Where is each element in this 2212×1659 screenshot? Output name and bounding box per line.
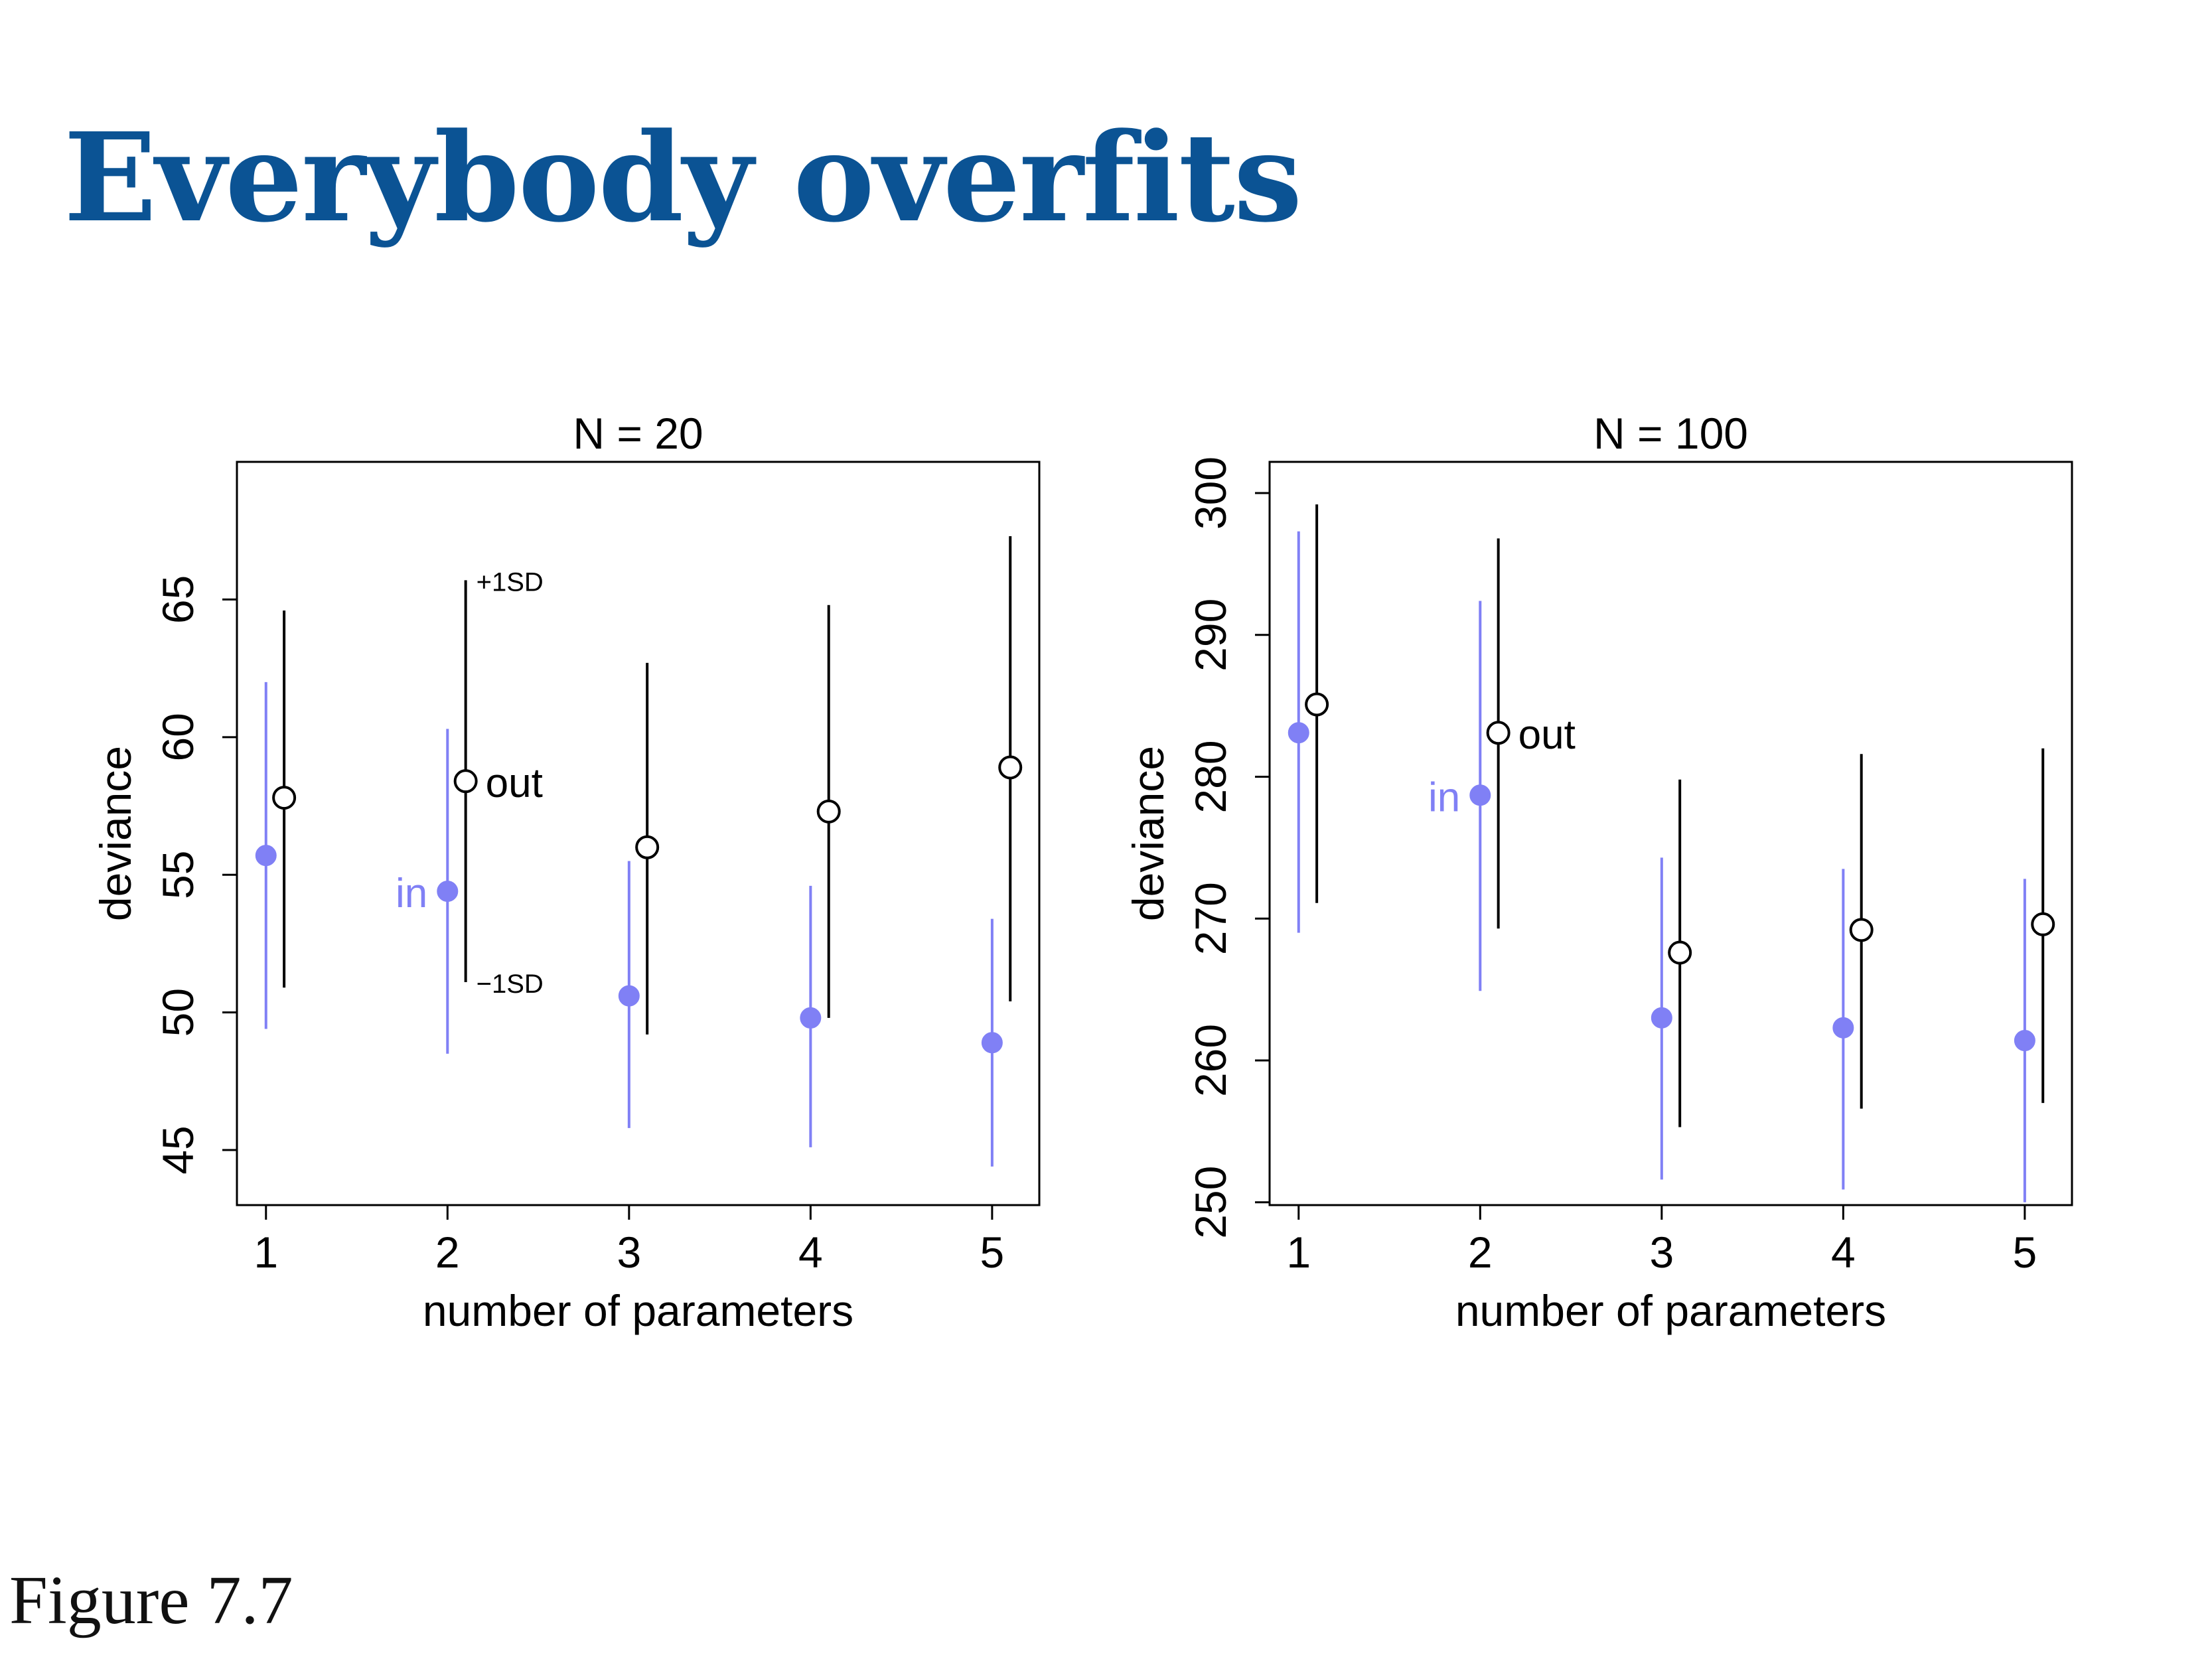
out-sample-point	[998, 755, 1023, 780]
page-title: Everybody overfits	[64, 106, 1302, 250]
x-tick-label: 5	[980, 1228, 1005, 1277]
out-label: out	[486, 760, 543, 806]
in-sample-point	[618, 985, 640, 1007]
out-sample-point	[1486, 721, 1511, 745]
plot-frame	[1268, 461, 2073, 1206]
out-sample-point	[1305, 692, 1329, 717]
out-sample-point	[2031, 912, 2055, 936]
y-tick-label: 300	[1186, 457, 1235, 530]
out-sample-point	[1668, 940, 1692, 965]
x-tick-label: 2	[1468, 1228, 1493, 1277]
x-tick-label: 3	[617, 1228, 641, 1277]
y-tick-label: 290	[1186, 599, 1235, 672]
chart-title: N = 20	[573, 409, 703, 458]
out-sample-point	[453, 769, 478, 794]
in-sample-point	[2014, 1030, 2035, 1052]
in-sample-point	[1288, 722, 1309, 744]
x-axis-label: number of parameters	[1455, 1286, 1886, 1335]
in-label: in	[396, 871, 427, 916]
x-tick-label: 1	[254, 1228, 278, 1277]
chart-title: N = 100	[1593, 409, 1748, 458]
in-sample-point	[437, 881, 459, 902]
out-sample-point	[1849, 918, 1874, 942]
y-tick-label: 60	[153, 713, 202, 761]
in-sample-point	[800, 1007, 822, 1029]
chart-panel-2: N = 100 1 2 3 4 5 number of parameters 250 260 27…	[1124, 409, 2073, 1335]
x-tick-label: 5	[2013, 1228, 2037, 1277]
plot-frame	[236, 461, 1041, 1206]
in-sample-point	[255, 845, 277, 867]
y-tick-label: 260	[1186, 1024, 1235, 1097]
minus-sd-label: −1SD	[477, 970, 544, 999]
x-tick-label: 3	[1649, 1228, 1674, 1277]
in-sample-point	[981, 1032, 1003, 1054]
y-axis-label: deviance	[1124, 746, 1173, 921]
x-tick-label: 1	[1286, 1228, 1311, 1277]
y-tick-label: 250	[1186, 1166, 1235, 1239]
out-sample-point	[635, 835, 660, 859]
in-sample-point	[1832, 1017, 1854, 1039]
y-tick-label: 55	[153, 851, 202, 899]
y-axis-label: deviance	[91, 746, 140, 921]
y-tick-label: 65	[153, 575, 202, 624]
y-tick-label: 270	[1186, 882, 1235, 955]
out-sample-point	[816, 799, 841, 824]
y-tick-label: 280	[1186, 740, 1235, 813]
out-sample-point	[272, 786, 297, 810]
y-tick-label: 45	[153, 1125, 202, 1174]
x-tick-label: 4	[1831, 1228, 1856, 1277]
figure-caption: Figure 7.7	[9, 1562, 293, 1638]
y-tick-label: 50	[153, 988, 202, 1037]
in-label: in	[1428, 774, 1460, 820]
x-axis-label: number of parameters	[423, 1286, 853, 1335]
in-sample-point	[1469, 784, 1491, 806]
plus-sd-label: +1SD	[477, 567, 544, 597]
x-tick-label: 4	[798, 1228, 823, 1277]
in-sample-point	[1651, 1007, 1672, 1029]
x-tick-label: 2	[435, 1228, 460, 1277]
out-label: out	[1518, 712, 1576, 758]
